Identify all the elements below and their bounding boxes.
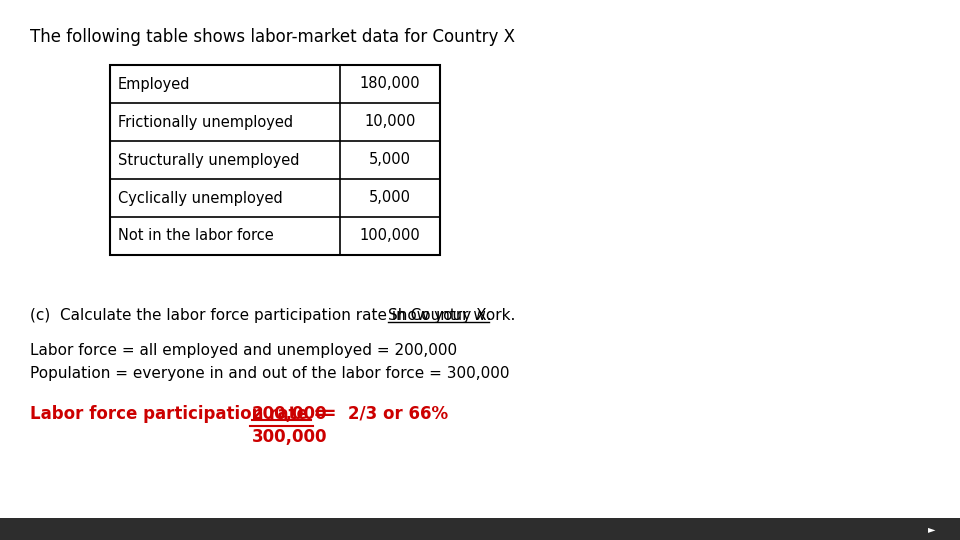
Bar [0,518,960,540]
Text: 200,000: 200,000 [252,405,327,423]
Text: (c)  Calculate the labor force participation rate in Country X.: (c) Calculate the labor force participat… [30,308,501,323]
Text: 5,000: 5,000 [369,152,411,167]
Text: The following table shows labor-market data for Country X: The following table shows labor-market d… [30,28,515,46]
Text: Population = everyone in and out of the labor force = 300,000: Population = everyone in and out of the … [30,366,510,381]
Text: Cyclically unemployed: Cyclically unemployed [118,191,283,206]
Text: Structurally unemployed: Structurally unemployed [118,152,300,167]
Text: Frictionally unemployed: Frictionally unemployed [118,114,293,130]
Text: =  2/3 or 66%: = 2/3 or 66% [311,405,448,423]
Bar [110,65,440,255]
Text: Not in the labor force: Not in the labor force [118,228,274,244]
Text: 300,000: 300,000 [252,428,327,446]
Text: 10,000: 10,000 [364,114,416,130]
Text: 180,000: 180,000 [360,77,420,91]
Text: 100,000: 100,000 [360,228,420,244]
Text: Employed: Employed [118,77,190,91]
Text: Labor force participation rate =: Labor force participation rate = [30,405,333,423]
Text: Show your work.: Show your work. [388,308,516,323]
Text: 5,000: 5,000 [369,191,411,206]
Text: Labor force = all employed and unemployed = 200,000: Labor force = all employed and unemploye… [30,343,457,358]
Text: ►: ► [928,524,936,534]
